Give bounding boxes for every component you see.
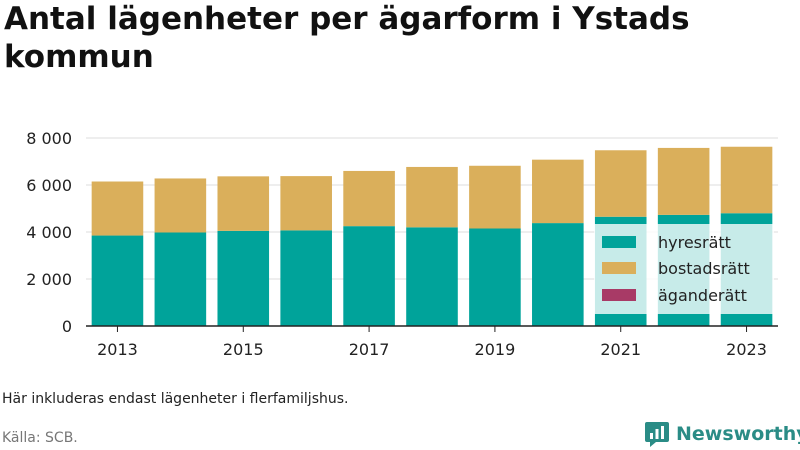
footnote: Här inkluderas endast lägenheter i flerf… xyxy=(2,391,349,407)
bar-hyresrätt-2018 xyxy=(406,227,458,326)
legend-item-hyresratt: hyresrätt xyxy=(602,232,731,252)
bar-bostadsrätt-2017 xyxy=(343,170,395,227)
bar-hyresrätt-2020 xyxy=(532,223,584,326)
bar-bostadsrätt-2013 xyxy=(91,181,144,236)
legend: hyresrätt bostadsrätt äganderätt xyxy=(594,224,774,314)
bar-bostadsrätt-2021 xyxy=(594,150,647,217)
y-tick-label: 0 xyxy=(62,317,72,336)
legend-swatch-hyresratt xyxy=(602,236,636,248)
bar-hyresrätt-2017 xyxy=(343,226,395,326)
legend-item-bostadsratt: bostadsrätt xyxy=(602,258,750,278)
bar-bostadsrätt-2016 xyxy=(280,176,332,231)
bar-hyresrätt-2014 xyxy=(154,232,207,326)
y-tick-label: 6 000 xyxy=(26,176,72,195)
bar-bostadsrätt-2018 xyxy=(406,166,458,228)
bar-bostadsrätt-2020 xyxy=(532,159,584,224)
legend-swatch-aganderatt xyxy=(602,289,636,301)
bar-hyresrätt-2019 xyxy=(469,228,521,326)
x-tick-label: 2019 xyxy=(475,340,516,359)
bar-bostadsrätt-2023 xyxy=(720,146,773,214)
axes: 0 2 000 4 000 6 000 8 000 2013 2015 2017 2019 202… xyxy=(26,129,778,359)
x-tick-label: 2017 xyxy=(349,340,390,359)
y-tick-label: 4 000 xyxy=(26,223,72,242)
x-tick-label: 2021 xyxy=(600,340,641,359)
x-tick-label: 2015 xyxy=(223,340,264,359)
brand-name: Newsworthy xyxy=(676,423,800,445)
x-tick-label: 2013 xyxy=(97,340,138,359)
bar-bostadsrätt-2014 xyxy=(154,178,207,233)
legend-label-bostadsratt: bostadsrätt xyxy=(658,258,750,278)
bar-hyresrätt-2015 xyxy=(217,230,270,326)
bar-bostadsrätt-2022 xyxy=(657,147,710,215)
y-tick-label: 8 000 xyxy=(26,129,72,148)
bar-hyresrätt-2013 xyxy=(91,235,144,326)
y-tick-label: 2 000 xyxy=(26,270,72,289)
source-text: Källa: SCB. xyxy=(2,430,78,446)
newsworthy-logo-icon xyxy=(645,422,669,447)
bar-hyresrätt-2016 xyxy=(280,230,332,326)
legend-item-aganderatt: äganderätt xyxy=(602,285,747,305)
x-tick-label: 2023 xyxy=(726,340,767,359)
brand-logo: Newsworthy xyxy=(644,420,800,448)
chart-title: Antal lägenheter per ägarform i Ystads k… xyxy=(4,1,690,75)
bar-bostadsrätt-2015 xyxy=(217,176,270,231)
legend-label-aganderatt: äganderätt xyxy=(658,285,747,305)
bar-bostadsrätt-2019 xyxy=(469,165,521,229)
legend-swatch-bostadsratt xyxy=(602,262,636,274)
legend-label-hyresratt: hyresrätt xyxy=(658,232,731,252)
